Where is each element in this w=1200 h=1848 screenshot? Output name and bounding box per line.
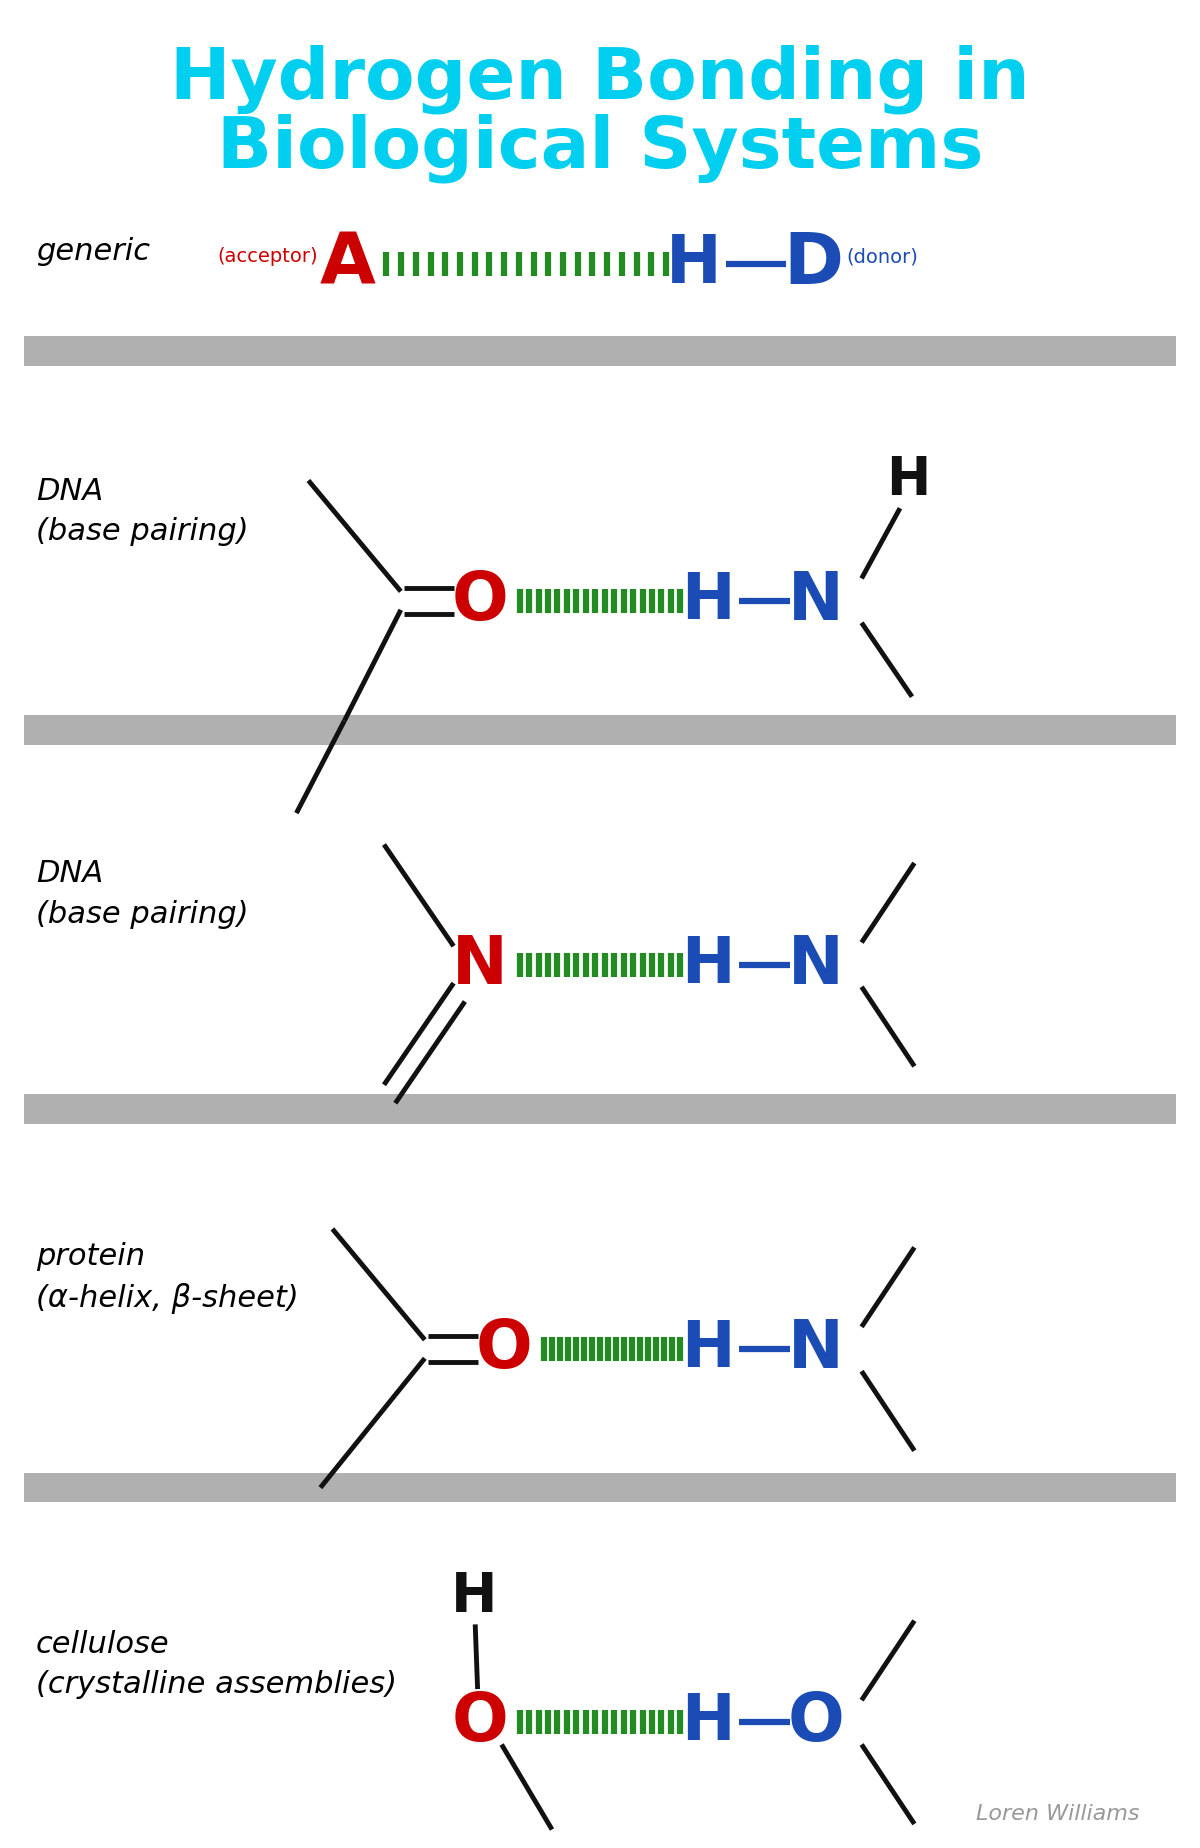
Text: H: H (451, 1569, 497, 1624)
Text: N: N (788, 1316, 844, 1382)
Text: D: D (784, 229, 844, 299)
Text: Hydrogen Bonding in: Hydrogen Bonding in (170, 44, 1030, 115)
Text: O: O (451, 1689, 509, 1756)
Text: A: A (320, 229, 376, 299)
Text: H: H (666, 231, 721, 298)
Text: H: H (682, 933, 734, 996)
Text: H: H (887, 455, 930, 506)
Bar (24, 1473, 1176, 1502)
Text: protein
(α-helix, β-sheet): protein (α-helix, β-sheet) (36, 1242, 299, 1314)
Text: O: O (475, 1316, 533, 1382)
Text: DNA
(base pairing): DNA (base pairing) (36, 859, 248, 930)
Text: O: O (787, 1689, 845, 1756)
Text: H: H (682, 569, 734, 632)
Text: N: N (452, 931, 508, 998)
Bar (24, 1094, 1176, 1124)
Text: Biological Systems: Biological Systems (217, 113, 983, 183)
Bar (24, 715, 1176, 745)
Text: DNA
(base pairing): DNA (base pairing) (36, 477, 248, 547)
Text: N: N (788, 567, 844, 634)
Text: H: H (682, 1318, 734, 1380)
Text: (donor): (donor) (846, 248, 918, 266)
Text: N: N (788, 931, 844, 998)
Text: (acceptor): (acceptor) (217, 248, 318, 266)
Text: O: O (451, 567, 509, 634)
Text: cellulose
(crystalline assemblies): cellulose (crystalline assemblies) (36, 1630, 397, 1700)
Text: Loren Williams: Loren Williams (977, 1804, 1140, 1824)
Bar (24, 336, 1176, 366)
Text: generic: generic (36, 237, 150, 266)
Text: H: H (682, 1691, 734, 1754)
